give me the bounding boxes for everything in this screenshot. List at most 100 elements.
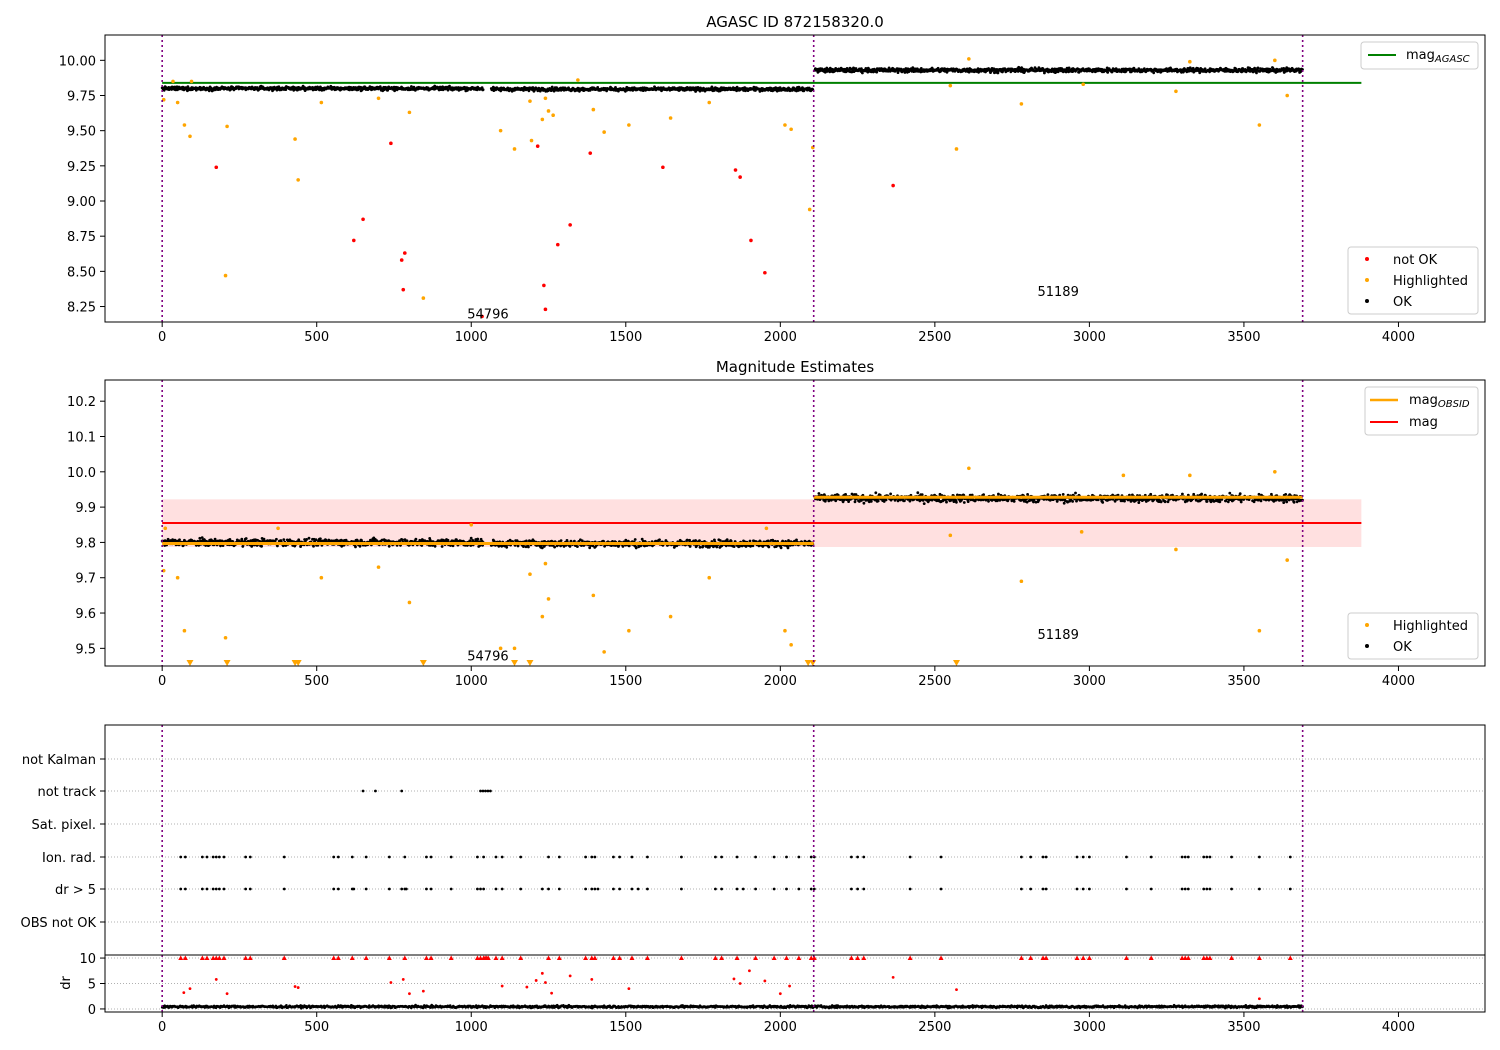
legend-subscript: AGASC [1434, 54, 1470, 65]
ok-point [640, 537, 644, 541]
point-highlighted [171, 79, 175, 84]
ok-point [440, 545, 444, 548]
ok-point [1152, 71, 1156, 75]
point-highlighted [1019, 579, 1024, 584]
x-tick-label: 3000 [1073, 330, 1106, 345]
flag-event [584, 887, 588, 891]
ok-point [1252, 500, 1256, 504]
flag-event [785, 855, 788, 859]
ok-point [213, 537, 217, 541]
ok-point [658, 538, 661, 542]
flag-event [908, 887, 912, 891]
point-highlighted [668, 614, 673, 619]
panel-2-axes: 0 500 1000 1500 2000 2500 3000 3500 40009.59.69.… [67, 395, 1415, 689]
flag-event [1202, 887, 1206, 891]
ok-point [219, 544, 222, 548]
flag-event [547, 855, 550, 859]
ok-point [1181, 492, 1184, 496]
ok-point [276, 544, 279, 548]
point-highlighted [954, 147, 959, 151]
y-tick-label: 10.1 [67, 430, 96, 445]
flag-event [481, 789, 485, 793]
point-highlighted [948, 533, 953, 538]
ok-point [299, 545, 302, 548]
point-highlighted [546, 109, 551, 113]
point-not-ok [399, 258, 404, 262]
point-highlighted [576, 78, 580, 82]
ok-point [694, 539, 697, 542]
point-highlighted [528, 99, 532, 103]
flag-event [1041, 887, 1045, 891]
ok-point [698, 545, 702, 549]
legend-marker [1365, 644, 1369, 648]
point-highlighted [1273, 470, 1277, 474]
ok-point [889, 492, 892, 496]
ok-point [1228, 491, 1232, 495]
x-tick-label: 1000 [455, 674, 488, 689]
ok-point [876, 499, 880, 503]
point-highlighted [602, 130, 606, 134]
point-highlighted [223, 273, 228, 278]
point-highlighted [1174, 89, 1178, 94]
ok-point [244, 537, 248, 540]
flag-event [1125, 887, 1128, 891]
point-highlighted [188, 134, 192, 139]
flag-event [735, 887, 739, 891]
y-tick-label: 8.50 [67, 265, 96, 280]
ok-point [1106, 71, 1110, 74]
flag-event [1029, 887, 1033, 891]
point-highlighted [296, 178, 300, 182]
flag-event [336, 887, 340, 891]
ok-point [405, 539, 409, 543]
flag-event [1186, 887, 1190, 891]
ok-point [1096, 498, 1100, 502]
ok-point [854, 493, 858, 496]
flag-event [1208, 887, 1212, 891]
ok-point [774, 86, 778, 89]
flag-event [735, 855, 739, 859]
point-highlighted [225, 124, 229, 129]
obsid-label: 54796 [467, 649, 508, 664]
legend-label: Highlighted [1393, 619, 1468, 634]
ok-point [1218, 500, 1222, 504]
ok-point [1137, 501, 1141, 504]
ok-point [1257, 492, 1261, 496]
ok-point [471, 539, 475, 542]
flag-event [244, 855, 248, 859]
legend-subscript: OBSID [1438, 399, 1470, 410]
flag-event [403, 855, 407, 859]
point-not-ok [588, 151, 593, 155]
ok-point [1205, 500, 1209, 503]
ok-point [1256, 66, 1260, 70]
y-tick-label: 9.5 [75, 642, 96, 657]
flag-event [476, 855, 479, 859]
panel-2-frame [104, 379, 1486, 667]
flag-event [1230, 887, 1233, 891]
ok-point [1061, 493, 1065, 496]
ok-point [751, 544, 755, 548]
flag-event [374, 789, 377, 793]
point-highlighted [319, 100, 324, 105]
point-highlighted [543, 561, 548, 566]
flag-event [217, 887, 221, 891]
below-range-marker [526, 660, 534, 666]
ok-point [997, 492, 1000, 496]
point-highlighted [591, 107, 596, 112]
flag-event [282, 887, 286, 891]
flag-event [482, 887, 486, 891]
ok-point [916, 491, 920, 495]
ok-point [522, 89, 525, 92]
x-tick-label: 0 [158, 330, 166, 345]
ok-point [945, 500, 948, 504]
ok-point [354, 545, 357, 549]
legend-box [1347, 246, 1479, 315]
point-not-ok [543, 307, 548, 312]
flag-event [429, 887, 433, 891]
flag-event [1044, 887, 1048, 891]
ok-point [1285, 500, 1289, 504]
flag-event [741, 887, 745, 891]
flag-event [183, 855, 187, 859]
point-highlighted [182, 628, 187, 633]
